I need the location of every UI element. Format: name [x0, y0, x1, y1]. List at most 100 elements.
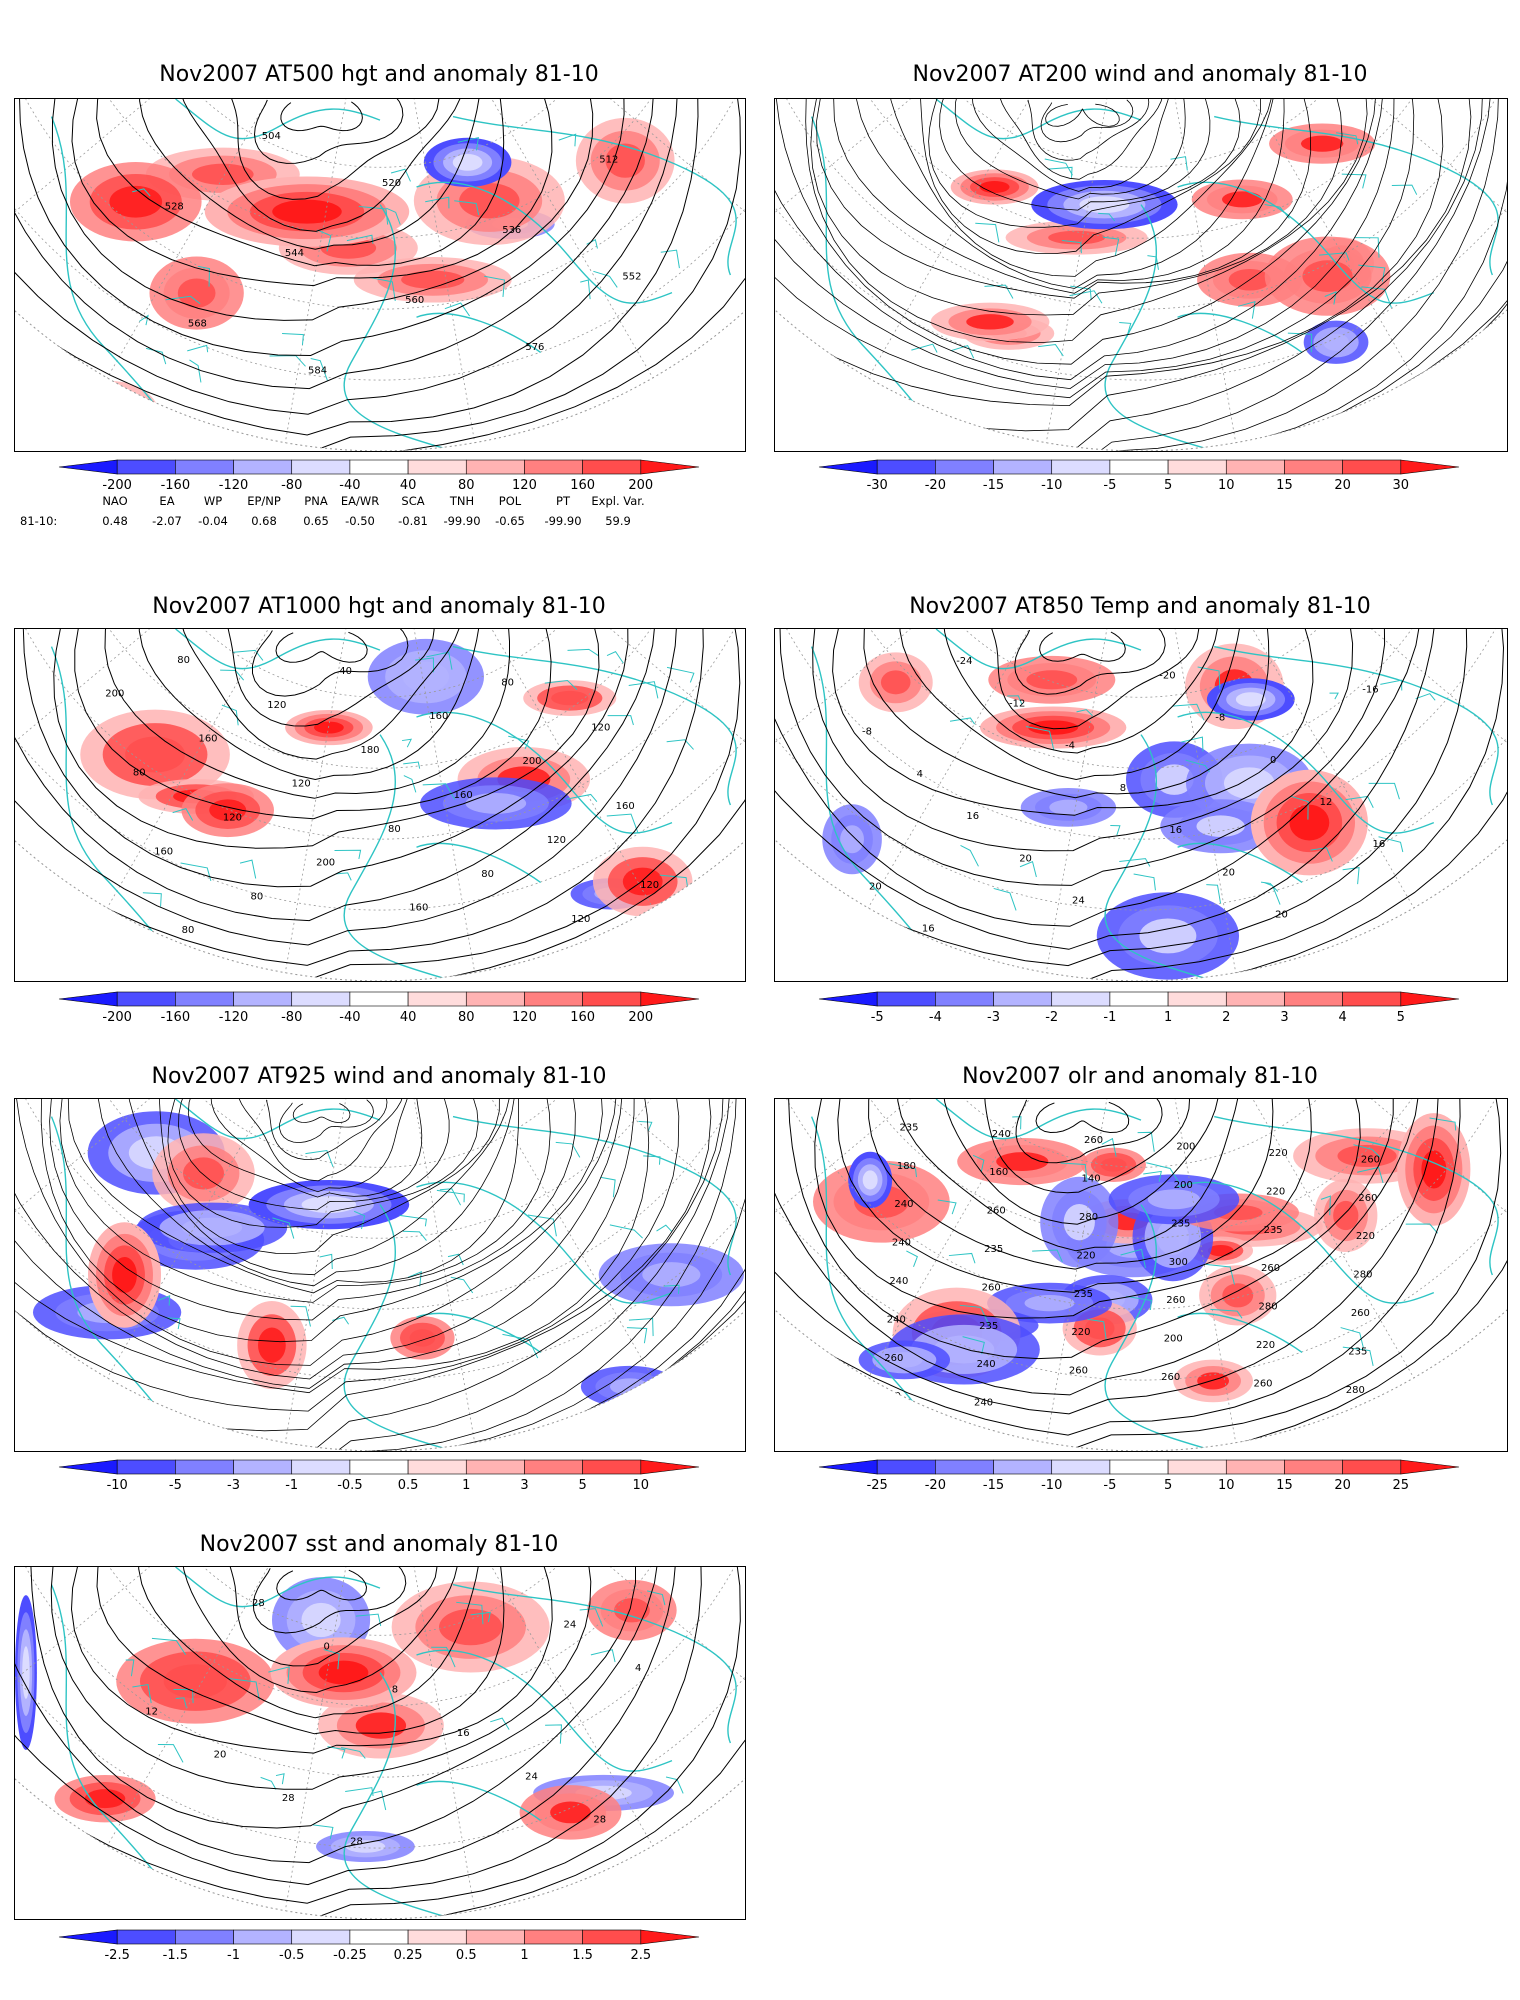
border-line [232, 649, 264, 661]
colorbar-tick-label: 15 [1276, 1478, 1293, 1493]
colorbar-graphic: -5 -4 -3 -2 -1 1 2 3 4 5 [818, 991, 1460, 1025]
anomaly-shade [109, 185, 163, 218]
anomaly-shade [550, 1801, 591, 1824]
colorbar-segment [116, 991, 176, 1007]
border-line [447, 1253, 464, 1266]
colorbar-segment [116, 1459, 176, 1475]
contour-label: -20 [1159, 670, 1175, 681]
contour-line [15, 99, 741, 451]
border-line [1137, 1131, 1155, 1152]
contour-label: 576 [525, 342, 544, 353]
teleconnection-value: -99.90 [443, 514, 481, 528]
contour-line [15, 1567, 702, 1904]
border-line [1329, 692, 1339, 700]
border-line [1133, 873, 1156, 891]
streamline [928, 99, 1241, 228]
colorbar-segment [291, 1459, 351, 1475]
streamline [775, 99, 1507, 451]
border-line [1405, 1223, 1438, 1234]
border-line [132, 1683, 152, 1704]
contour-label: 28 [593, 1815, 606, 1826]
border-line [1378, 836, 1404, 853]
border-line [158, 1295, 171, 1306]
contour-line [227, 629, 435, 727]
colorbar-tick-label: -1.5 [163, 1948, 188, 1963]
border-line [1069, 290, 1103, 304]
contour-label: 120 [223, 812, 242, 823]
teleconnection-header: PT [556, 494, 570, 508]
contour-label: 16 [922, 924, 935, 935]
panel-title-p850: Nov2007 AT850 Temp and anomaly 81-10 [909, 594, 1371, 619]
border-line [1415, 693, 1436, 701]
border-line [911, 343, 938, 353]
coastline [416, 1649, 673, 1772]
contour-label: 300 [1169, 1257, 1188, 1268]
contour-label: 260 [1361, 1154, 1380, 1165]
colorbar-segment [582, 1929, 642, 1945]
border-line [1340, 1327, 1364, 1349]
teleconnection-value: 0.48 [102, 514, 128, 528]
colorbar-tick-label: -10 [107, 1478, 128, 1493]
border-line [666, 739, 694, 750]
border-line [1060, 1162, 1088, 1182]
streamline [237, 1099, 404, 1182]
coastline [50, 1584, 191, 1919]
contour-label: 8 [392, 1685, 398, 1696]
colorbar-graphic: -25 -20 -15 -10 -5 5 10 15 20 25 [818, 1459, 1460, 1493]
streamline [810, 99, 1343, 316]
colorbar-tick-label: 5 [1164, 478, 1172, 493]
border-line [457, 137, 479, 151]
contour-line [775, 1099, 1461, 1436]
contour-label: 28 [252, 1598, 265, 1609]
coastline [1177, 181, 1435, 304]
colorbar-segment [233, 1929, 293, 1945]
anomaly-shade [1302, 260, 1353, 292]
border-line [1038, 344, 1064, 357]
panel-title-p925: Nov2007 AT925 wind and anomaly 81-10 [151, 1064, 607, 1089]
contour-label: 552 [622, 272, 641, 283]
contour-line [984, 1099, 1191, 1194]
colorbar-segment [1167, 1459, 1227, 1475]
colorbar-segment [582, 991, 642, 1007]
contour-label: 235 [1074, 1289, 1093, 1300]
meridian [1140, 99, 1507, 257]
colorbar-segment [582, 1459, 642, 1475]
colorbar-segment [1342, 1459, 1402, 1475]
colorbar-tick-label: -5 [871, 1010, 884, 1025]
coastline [1177, 711, 1435, 834]
latitude-circle [878, 99, 1404, 168]
colorbar-tick-label: 200 [628, 478, 653, 493]
contour-line [180, 629, 463, 760]
streamline [167, 1099, 479, 1228]
colorbar-tick-label: 80 [458, 478, 475, 493]
contour-line [990, 629, 1200, 730]
coastline [452, 1115, 737, 1276]
colorbar-tick-label: -5 [1103, 478, 1116, 493]
colorbar-segment [524, 1929, 583, 1945]
anomaly-shade [355, 1712, 407, 1739]
colorbar-tick-label: -1 [285, 1478, 298, 1493]
border-line [399, 1214, 427, 1227]
border-line [1119, 858, 1151, 867]
contour-line [832, 629, 1314, 816]
contour-label: 235 [899, 1122, 918, 1133]
colorbar-tick-label: 5 [1164, 1478, 1172, 1493]
anomaly-shade [401, 270, 465, 289]
anomaly-shade [1026, 670, 1078, 690]
map-svg: 504 512 520 528 536 544 552 560 568 576 584 584 [15, 99, 745, 451]
teleconnection-header: POL [498, 494, 522, 508]
anomaly-shade [465, 793, 527, 814]
border-line [1025, 725, 1055, 751]
border-line [312, 1824, 334, 1840]
contour-label: 160 [154, 846, 173, 857]
anomaly-shade [622, 867, 663, 896]
contour-line [18, 99, 625, 357]
contour-label: 80 [501, 677, 514, 688]
colorbar-arrow-left [58, 1459, 118, 1475]
map-panel-p850: -24 -20 -16 -12 -8 -8 -4 0 4 8 12 16 16 16 20 20 20 24 20 1… [774, 628, 1508, 982]
contour-line [788, 1099, 1394, 1360]
coastline [1177, 312, 1303, 354]
colorbar-tick-label: -1 [227, 1948, 240, 1963]
border-line [948, 1252, 976, 1264]
colorbar-segment [993, 459, 1053, 475]
